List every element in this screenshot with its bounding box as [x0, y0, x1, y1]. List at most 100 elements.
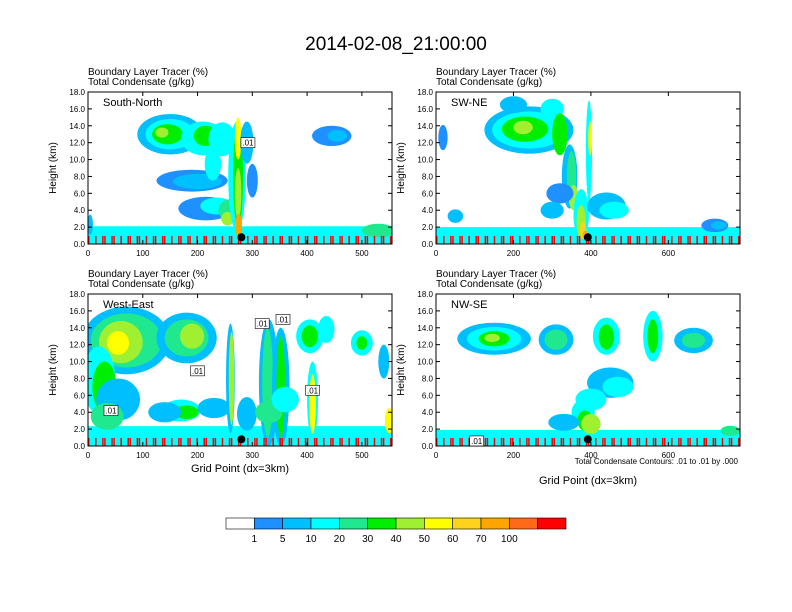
y-tick-label: 2.0	[74, 223, 86, 232]
x-axis-label: Grid Point (dx=3km)	[191, 463, 289, 475]
surface-spike	[127, 438, 129, 446]
surface-spike	[486, 236, 489, 244]
surface-spike	[714, 236, 717, 244]
surface-spike	[602, 236, 604, 244]
surface-spike	[611, 236, 613, 244]
surface-spike	[214, 236, 217, 244]
surface-spike	[537, 438, 539, 446]
shaded-region	[720, 425, 740, 436]
y-tick-label: 18.0	[417, 290, 433, 299]
surface-spike	[443, 438, 445, 446]
surface-spike	[551, 236, 553, 244]
surface-spike	[636, 438, 639, 446]
surface-spike	[638, 236, 641, 244]
surface-spike	[138, 236, 141, 244]
surface-spike	[171, 438, 173, 446]
surface-spike	[721, 236, 724, 244]
shaded-region	[361, 223, 392, 238]
surface-spike	[247, 236, 249, 244]
surface-spike	[205, 438, 208, 446]
colorbar-label: 10	[305, 534, 317, 545]
surface-spike	[687, 236, 689, 244]
x-tick-label: 600	[662, 249, 676, 258]
y-tick-label: 2.0	[422, 223, 434, 232]
y-tick-label: 16.0	[417, 105, 433, 114]
surface-spike	[654, 438, 657, 446]
surface-spike	[671, 236, 673, 244]
surface-spike	[544, 236, 546, 244]
contour-label: .01	[257, 320, 269, 329]
surface-spike	[459, 438, 461, 446]
panel-subtitle-line: Boundary Layer Tracer (%)	[88, 67, 208, 78]
y-tick-label: 12.0	[417, 341, 433, 350]
surface-spike	[661, 438, 664, 446]
y-tick-label: 8.0	[74, 172, 86, 181]
surface-spike	[136, 236, 139, 244]
y-tick-label: 10.0	[417, 156, 433, 165]
colorbar-swatch	[424, 517, 453, 530]
surface-spike	[348, 236, 350, 244]
shaded-field	[436, 92, 740, 244]
surface-spike	[323, 236, 325, 244]
shaded-region	[602, 376, 634, 398]
panel-sw-ne: Boundary Layer Tracer (%)Total Condensat…	[396, 67, 741, 258]
surface-spike	[526, 438, 528, 446]
x-tick-label: 500	[355, 451, 369, 460]
surface-spike	[519, 438, 521, 446]
surface-spike	[111, 438, 113, 446]
surface-spike	[111, 236, 113, 244]
surface-spike	[553, 438, 556, 446]
surface-spike	[102, 236, 104, 244]
panel-south-north: Boundary Layer Tracer (%)Total Condensat…	[48, 67, 393, 258]
surface-spike	[254, 236, 256, 244]
y-tick-label: 4.0	[74, 206, 86, 215]
y-tick-label: 2.0	[422, 425, 434, 434]
shaded-region	[356, 336, 368, 350]
surface-spike	[164, 236, 166, 244]
surface-spike	[382, 236, 385, 244]
surface-spike	[297, 236, 300, 244]
colorbar-label: 60	[447, 534, 459, 545]
surface-spike	[636, 236, 639, 244]
contour-label-box	[240, 137, 256, 148]
panel-subtitle-line: Total Condensate (g/kg)	[436, 77, 542, 88]
surface-spike	[484, 438, 487, 446]
surface-spike	[389, 236, 392, 244]
contour-label-box	[275, 314, 291, 325]
surface-spike	[705, 438, 708, 446]
surface-spike	[221, 236, 224, 244]
y-tick-label: 4.0	[74, 408, 86, 417]
surface-spike	[256, 236, 258, 244]
surface-spike	[152, 236, 155, 244]
surface-spike	[205, 236, 208, 244]
surface-spike	[332, 438, 334, 446]
surface-spike	[620, 236, 622, 244]
colorbar-swatch	[509, 517, 538, 530]
x-tick-label: 0	[86, 451, 91, 460]
surface-spike	[452, 438, 454, 446]
surface-spike	[689, 236, 691, 244]
surface-spike	[468, 236, 470, 244]
surface-spike	[627, 438, 629, 446]
panel-label: NW-SE	[451, 299, 487, 311]
surface-spike	[230, 236, 233, 244]
surface-spike	[355, 438, 357, 446]
y-tick-label: 12.0	[69, 139, 85, 148]
surface-spike	[450, 236, 452, 244]
surface-spike	[306, 438, 309, 446]
panel-subtitle-line: Boundary Layer Tracer (%)	[88, 269, 208, 280]
surface-spike	[247, 438, 249, 446]
surface-spike	[696, 438, 698, 446]
surface-spike	[154, 438, 157, 446]
surface-spike	[265, 236, 267, 244]
surface-spike	[104, 438, 106, 446]
surface-spike	[654, 236, 657, 244]
surface-spike	[380, 236, 383, 244]
contour-label: .01	[192, 367, 204, 376]
surface-spike	[95, 236, 97, 244]
x-tick-label: 400	[300, 249, 314, 258]
shaded-region	[710, 221, 727, 230]
x-tick-label: 300	[246, 451, 260, 460]
surface-spike	[509, 438, 512, 446]
surface-spike	[604, 236, 606, 244]
